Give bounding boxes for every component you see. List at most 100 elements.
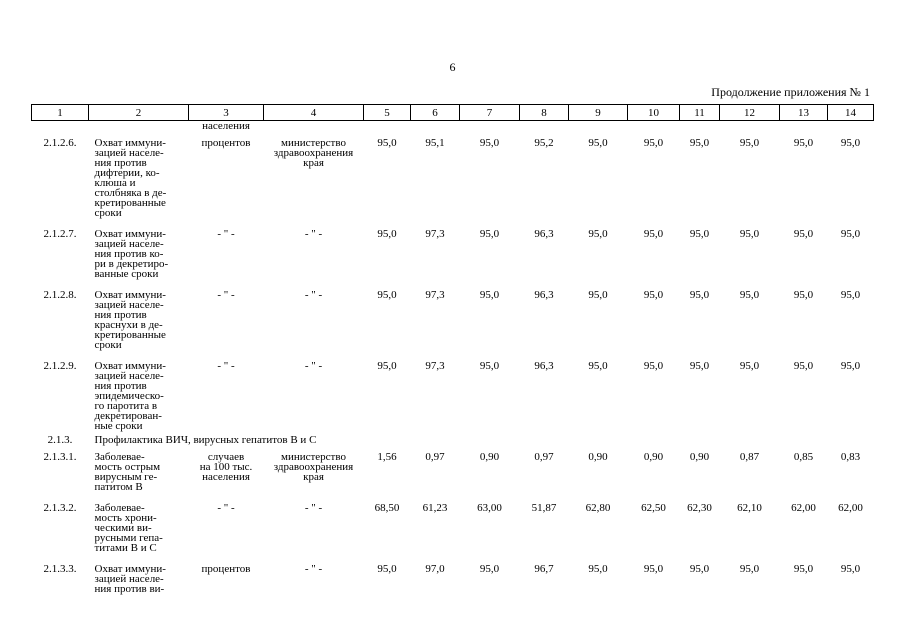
row-value: 95,0 — [793, 360, 814, 372]
row-value: 0,97 — [534, 451, 554, 463]
column-header: 12 — [719, 104, 780, 121]
carryover-text: населения — [202, 120, 250, 132]
column-header: 7 — [459, 104, 520, 121]
section-row: 2.1.3. Профилактика ВИЧ, вирусных гепатит… — [32, 434, 874, 446]
row-code: 2.1.2.6. — [43, 137, 77, 149]
row-unit: процентов — [201, 137, 251, 149]
row-value: 95,0 — [739, 563, 760, 575]
row-name: Охват иммуни-зацией населе-ния против эпи… — [94, 360, 166, 432]
row-organization: - " - — [304, 289, 323, 301]
row-value: 1,56 — [377, 451, 397, 463]
row-value: 95,0 — [479, 360, 500, 372]
row-value: 0,83 — [840, 451, 861, 463]
row-value: 62,50 — [641, 502, 666, 514]
table-row: 2.1.2.7. Охват иммуни-зацией населе-ния п… — [32, 222, 874, 283]
row-value: 0,90 — [689, 451, 710, 463]
row-value: 95,0 — [739, 360, 760, 372]
row-value: 95,0 — [643, 289, 664, 301]
row-organization: - " - — [304, 228, 323, 240]
table-row: 2.1.3.1. Заболевае-мость острым вирусным г… — [32, 445, 874, 496]
row-value: 62,30 — [687, 502, 712, 514]
row-name: Охват иммуни-зацией населе-ния против ко… — [94, 228, 169, 280]
row-value: 95,0 — [479, 228, 500, 240]
row-unit: - " - — [217, 289, 235, 301]
row-value: 95,0 — [840, 137, 861, 149]
row-value: 97,3 — [425, 289, 445, 301]
continuation-label: Продолжение приложения № 1 — [711, 85, 870, 99]
column-header: 6 — [410, 104, 460, 121]
row-value: 95,0 — [643, 360, 664, 372]
row-value: 95,0 — [588, 360, 608, 372]
row-value: 95,0 — [739, 289, 760, 301]
row-value: 95,0 — [588, 228, 608, 240]
column-header: 10 — [627, 104, 680, 121]
row-value: 0,90 — [479, 451, 500, 463]
row-value: 95,0 — [793, 563, 814, 575]
row-name: Заболевае-мость хрони-ческими ви-русными… — [94, 502, 163, 554]
row-value: 95,0 — [840, 289, 861, 301]
column-header: 11 — [679, 104, 720, 121]
row-value: 95,0 — [479, 289, 500, 301]
column-header: 9 — [568, 104, 628, 121]
row-unit: - " - — [217, 360, 235, 372]
section-code: 2.1.3. — [47, 434, 73, 446]
row-organization: министерство здравоохранения края — [273, 137, 354, 169]
row-code: 2.1.2.9. — [43, 360, 77, 372]
row-value: 97,0 — [425, 563, 445, 575]
row-value: 96,7 — [534, 563, 554, 575]
row-unit: случаев на 100 тыс. населения — [199, 451, 253, 483]
row-value: 95,0 — [643, 563, 664, 575]
column-header: 13 — [779, 104, 828, 121]
row-value: 95,0 — [840, 563, 861, 575]
page-number: 6 — [449, 60, 456, 74]
row-value: 95,0 — [377, 563, 397, 575]
row-value: 95,0 — [739, 228, 760, 240]
row-unit: - " - — [217, 502, 235, 514]
row-value: 95,0 — [793, 289, 814, 301]
row-value: 95,0 — [588, 563, 608, 575]
row-value: 96,3 — [534, 228, 554, 240]
row-code: 2.1.3.3. — [43, 563, 77, 575]
row-value: 95,0 — [588, 137, 608, 149]
column-header: 5 — [363, 104, 411, 121]
table-row: 2.1.2.6. Охват иммуни-зацией населе-ния п… — [32, 131, 874, 222]
row-value: 95,0 — [793, 137, 814, 149]
row-value: 0,90 — [643, 451, 664, 463]
row-organization: министерство здравоохранения края — [273, 451, 354, 483]
row-value: 95,0 — [643, 137, 664, 149]
row-unit: процентов — [201, 563, 251, 575]
row-value: 95,0 — [689, 228, 710, 240]
table-row: 2.1.2.8. Охват иммуни-зацией населе-ния п… — [32, 283, 874, 354]
row-value: 95,0 — [479, 563, 500, 575]
row-value: 61,23 — [422, 502, 448, 514]
row-value: 97,3 — [425, 360, 445, 372]
row-value: 95,0 — [793, 228, 814, 240]
row-value: 0,97 — [425, 451, 445, 463]
row-value: 95,0 — [479, 137, 500, 149]
column-header: 8 — [519, 104, 569, 121]
row-value: 51,87 — [531, 502, 557, 514]
row-value: 95,0 — [377, 289, 397, 301]
row-code: 2.1.3.2. — [43, 502, 77, 514]
row-value: 0,90 — [588, 451, 608, 463]
row-name: Заболевае-мость острым вирусным ге-патито… — [94, 451, 161, 493]
row-organization: - " - — [304, 563, 323, 575]
column-header: 2 — [88, 104, 189, 121]
table-row: 2.1.3.2. Заболевае-мость хрони-ческими ви… — [32, 496, 874, 557]
column-header: 4 — [263, 104, 364, 121]
row-value: 95,1 — [425, 137, 445, 149]
row-value: 95,0 — [840, 228, 861, 240]
row-name: Охват иммуни-зацией населе-ния против ви… — [94, 563, 166, 595]
row-value: 0,85 — [793, 451, 814, 463]
row-value: 68,50 — [374, 502, 400, 514]
column-header: 3 — [188, 104, 264, 121]
row-value: 62,00 — [838, 502, 863, 514]
row-value: 95,0 — [689, 563, 710, 575]
row-value: 97,3 — [425, 228, 445, 240]
row-code: 2.1.2.7. — [43, 228, 77, 240]
row-value: 95,0 — [689, 360, 710, 372]
row-value: 95,0 — [689, 137, 710, 149]
row-value: 95,0 — [689, 289, 710, 301]
table-row: 2.1.2.9. Охват иммуни-зацией населе-ния п… — [32, 354, 874, 435]
row-value: 95,0 — [377, 360, 397, 372]
